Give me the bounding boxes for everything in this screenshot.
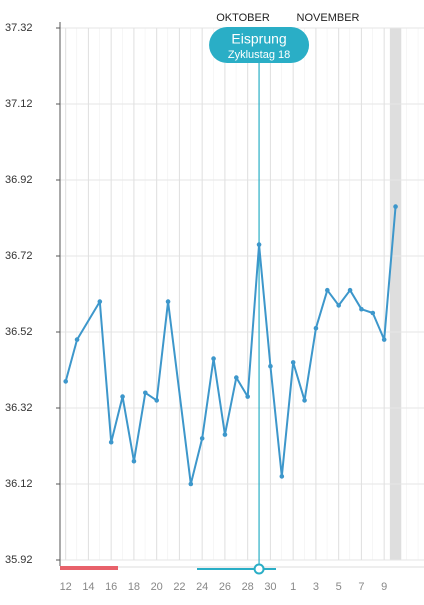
y-tick-label: 35.92: [5, 554, 33, 566]
temperature-point: [256, 242, 262, 247]
temperature-point: [199, 436, 205, 441]
ovulation-title: Eisprung: [231, 31, 286, 47]
temperature-point: [211, 356, 216, 361]
x-tick-label: 28: [242, 581, 254, 593]
temperature-point: [165, 299, 171, 304]
x-tick-label: 20: [151, 581, 163, 593]
y-tick-label: 36.92: [5, 174, 33, 186]
x-tick-label: 14: [82, 581, 94, 593]
temperature-point: [74, 337, 80, 342]
temperature-point: [370, 310, 376, 316]
y-tick-label: 37.12: [5, 98, 33, 110]
y-tick-label: 36.72: [5, 250, 33, 262]
x-tick-label: 9: [381, 581, 387, 593]
x-tick-label: 5: [336, 581, 342, 593]
x-tick-label: 1: [290, 581, 296, 593]
temperature-line: [64, 206, 397, 485]
x-tick-label: 3: [313, 581, 319, 593]
y-tick-label: 36.12: [5, 478, 33, 490]
temperature-point: [131, 458, 137, 464]
day-grid: [60, 28, 424, 560]
temperature-point: [290, 360, 296, 365]
temperature-point: [108, 439, 114, 445]
temperature-point: [222, 432, 228, 437]
y-tick-label: 36.52: [5, 326, 33, 338]
temperature-point: [359, 306, 364, 312]
y-tick-label: 36.32: [5, 402, 33, 414]
temperature-point: [234, 375, 239, 380]
temperature-point: [143, 390, 148, 396]
today-highlight: [389, 28, 402, 560]
temperature-point: [268, 363, 273, 369]
x-tick-label: 30: [264, 581, 276, 593]
ovulation-subtitle: Zyklustag 18: [228, 49, 290, 61]
temperature-point: [188, 481, 194, 487]
x-tick-label: 16: [105, 581, 117, 593]
temperature-point: [154, 398, 159, 403]
period-bar: [60, 566, 118, 570]
x-tick-label: 24: [196, 581, 208, 593]
temperature-point: [120, 394, 125, 399]
x-tick-label: 7: [358, 581, 364, 593]
temperature-point: [245, 394, 250, 399]
temperature-point: [325, 287, 330, 293]
temperature-point: [302, 398, 307, 403]
x-tick-label: 18: [128, 581, 140, 593]
temperature-point: [313, 325, 319, 331]
temperature-point: [279, 474, 285, 479]
temperature-point: [97, 299, 103, 304]
y-tick-label: 37.32: [5, 22, 33, 34]
temperature-point: [381, 337, 387, 342]
temperature-point: [63, 379, 68, 384]
slider-knob: [253, 563, 265, 575]
x-tick-label: 12: [60, 581, 72, 593]
x-tick-label: 26: [219, 581, 231, 593]
temperature-point: [393, 204, 398, 209]
month-label: NOVEMBER: [297, 12, 360, 24]
temperature-point: [336, 303, 341, 308]
temperature-point: [347, 287, 353, 293]
month-label: OKTOBER: [216, 12, 270, 24]
ovulation-bubble: [209, 27, 310, 63]
x-tick-label: 22: [173, 581, 185, 593]
